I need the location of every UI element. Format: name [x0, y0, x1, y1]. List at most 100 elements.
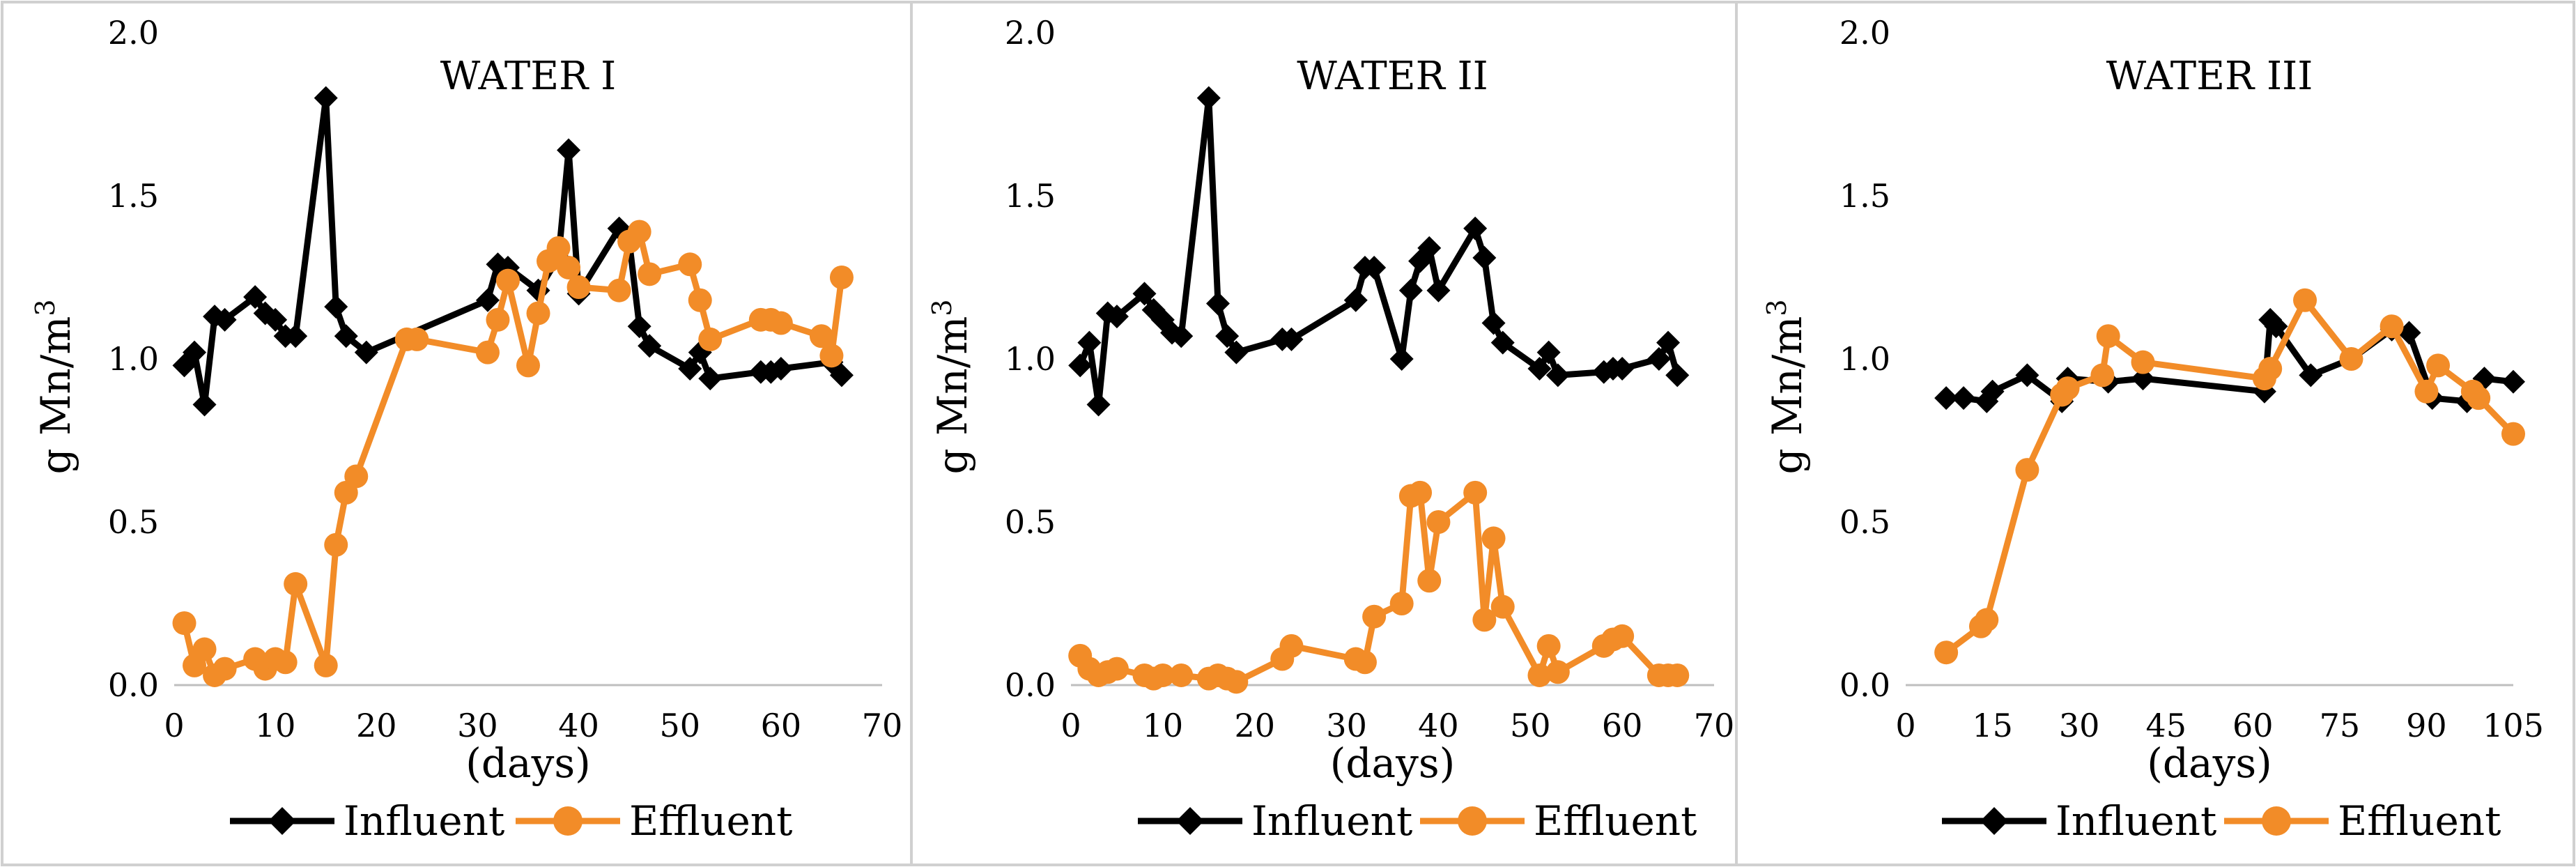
data-point-influent	[1481, 311, 1506, 335]
legend-marker-effluent	[1458, 806, 1487, 836]
legend: Influent Effluent	[230, 797, 792, 845]
legend-label-influent: Influent	[1251, 797, 1412, 845]
x-tick-label: 20	[356, 707, 397, 744]
data-point-influent	[1104, 305, 1129, 329]
data-point-effluent	[1362, 604, 1387, 629]
data-point-influent	[1665, 363, 1690, 388]
data-point-influent	[557, 138, 581, 162]
data-point-effluent	[688, 288, 712, 312]
data-point-effluent	[546, 236, 571, 260]
data-point-effluent	[1472, 608, 1497, 632]
data-point-influent	[183, 340, 207, 365]
x-tick-label: 45	[2145, 707, 2186, 744]
data-point-influent	[769, 357, 793, 381]
x-tick-label: 30	[457, 707, 498, 744]
x-tick-label: 75	[2320, 707, 2361, 744]
y-tick-label: 1.0	[1005, 340, 1056, 378]
x-axis-label: (days)	[2147, 739, 2272, 787]
data-point-effluent	[526, 301, 550, 325]
y-tick-label: 1.5	[1005, 177, 1056, 215]
y-axis-label-main: g Mn/m	[32, 316, 79, 475]
x-tick-label: 60	[2232, 707, 2274, 744]
legend-marker-effluent	[2262, 806, 2291, 836]
data-point-effluent	[2096, 324, 2120, 348]
data-point-effluent	[2380, 314, 2404, 339]
legend-label-effluent: Effluent	[2338, 797, 2501, 845]
data-point-influent	[1086, 392, 1111, 417]
data-point-influent	[1417, 236, 1442, 260]
y-tick-label: 1.5	[108, 177, 159, 215]
data-point-influent	[1952, 386, 1976, 411]
data-point-effluent	[344, 464, 369, 489]
data-point-effluent	[2258, 357, 2283, 381]
y-tick-label: 2.0	[1005, 14, 1056, 52]
x-tick-label: 70	[862, 707, 903, 744]
data-point-influent	[1279, 327, 1304, 351]
data-point-effluent	[2467, 386, 2491, 411]
data-point-influent	[1343, 288, 1368, 312]
data-point-influent	[2264, 314, 2288, 339]
data-point-effluent	[1934, 640, 1959, 665]
data-point-effluent	[2501, 422, 2525, 446]
data-point-influent	[1362, 255, 1387, 279]
data-point-influent	[475, 288, 500, 312]
x-tick-label: 50	[659, 707, 700, 744]
data-point-effluent	[486, 307, 510, 332]
data-point-influent	[1169, 324, 1194, 348]
series-effluent	[172, 220, 854, 687]
y-tick-label: 0.5	[1840, 503, 1890, 541]
data-point-influent	[2299, 363, 2323, 388]
chart-title: WATER II	[1297, 54, 1488, 99]
data-point-effluent	[607, 278, 631, 302]
data-point-influent	[1527, 357, 1552, 381]
y-axis-label-superscript: 3	[30, 299, 61, 316]
series-effluent	[1068, 480, 1690, 694]
data-point-influent	[1536, 340, 1561, 365]
chart-panel-1: 0.0 0.5 1.0 1.5 2.0 0 10 20 30 40 50 60 70 WATER I (da…	[30, 14, 902, 845]
chart-panel-3: 0.0 0.5 1.0 1.5 2.0 0 15 30 45 60 75 90 105 WATER III…	[1761, 14, 2544, 845]
y-axis-label-main: g Mn/m	[929, 316, 976, 475]
data-point-effluent	[566, 275, 591, 300]
data-point-influent	[2501, 369, 2525, 394]
data-point-effluent	[1545, 660, 1570, 684]
y-tick-label: 0.0	[108, 666, 159, 704]
x-tick-label: 60	[761, 707, 802, 744]
data-point-effluent	[405, 327, 429, 351]
legend: Influent Effluent	[1942, 797, 2501, 845]
x-axis-label: (days)	[1330, 739, 1456, 787]
data-point-effluent	[2131, 350, 2155, 374]
legend-label-effluent: Effluent	[629, 797, 792, 845]
data-point-influent	[1980, 379, 2005, 404]
y-tick-label: 1.0	[108, 340, 159, 378]
x-tick-label: 30	[2059, 707, 2100, 744]
y-tick-label: 0.0	[1840, 666, 1890, 704]
data-point-influent	[1610, 357, 1635, 381]
x-tick-label: 40	[1418, 707, 1459, 744]
x-tick-label: 10	[255, 707, 296, 744]
data-point-effluent	[1417, 569, 1442, 593]
data-point-effluent	[1169, 663, 1194, 687]
data-point-effluent	[324, 532, 348, 557]
y-tick-label: 0.5	[108, 503, 159, 541]
data-point-effluent	[769, 311, 793, 335]
data-point-influent	[213, 307, 237, 332]
y-axis-label-main: g Mn/m	[1764, 316, 1811, 475]
data-point-effluent	[284, 571, 308, 596]
x-tick-label: 50	[1510, 707, 1551, 744]
data-point-effluent	[2339, 347, 2363, 371]
data-point-effluent	[2056, 376, 2080, 401]
data-point-influent	[284, 324, 308, 348]
data-point-effluent	[2090, 363, 2115, 388]
data-point-influent	[243, 285, 268, 309]
data-point-effluent	[1408, 480, 1433, 505]
legend: Influent Effluent	[1138, 797, 1697, 845]
data-point-influent	[698, 367, 723, 391]
y-tick-label: 2.0	[1840, 14, 1890, 52]
x-tick-label: 10	[1143, 707, 1184, 744]
x-tick-label: 0	[1061, 707, 1081, 744]
data-point-influent	[1398, 278, 1423, 302]
y-tick-label: 0.0	[1005, 666, 1056, 704]
